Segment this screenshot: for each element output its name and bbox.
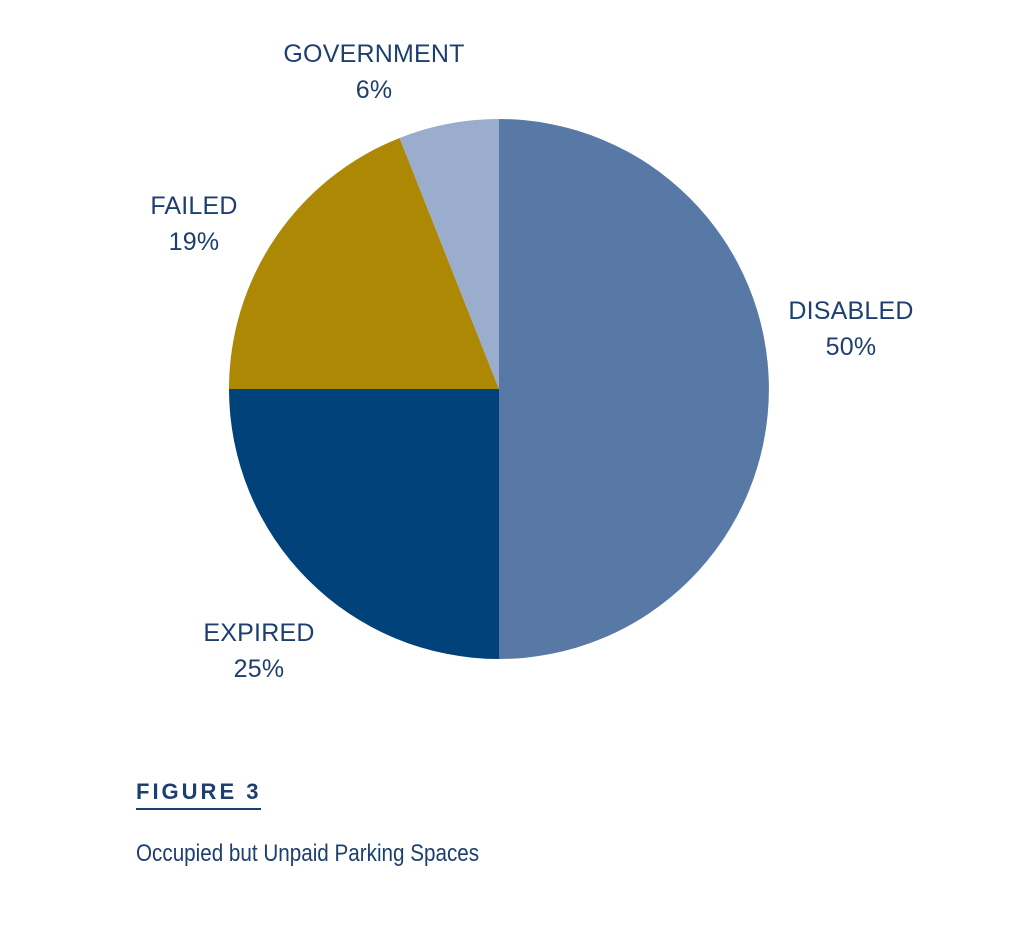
pie-slice-government — [399, 119, 499, 389]
slice-value-failed: 19% — [168, 228, 220, 256]
slice-name-expired: EXPIRED — [203, 619, 315, 647]
figure-caption: Occupied but Unpaid Parking Spaces — [136, 840, 480, 867]
slice-value-government: 6% — [355, 76, 393, 104]
label-failed: FAILED 19% — [150, 188, 237, 260]
slice-name-disabled: DISABLED — [788, 297, 914, 325]
slice-name-failed: FAILED — [150, 192, 238, 220]
label-disabled: DISABLED 50% — [788, 293, 913, 365]
pie-slice-expired — [229, 389, 499, 659]
pie-slice-failed — [229, 137, 499, 389]
label-expired: EXPIRED 25% — [203, 615, 314, 687]
slice-name-government: GOVERNMENT — [283, 40, 465, 68]
label-government: GOVERNMENT 6% — [283, 36, 464, 108]
figure-number: FIGURE 3 — [136, 779, 262, 810]
pie-slice-disabled — [499, 119, 769, 659]
slice-value-expired: 25% — [233, 655, 285, 683]
slice-value-disabled: 50% — [825, 333, 877, 361]
